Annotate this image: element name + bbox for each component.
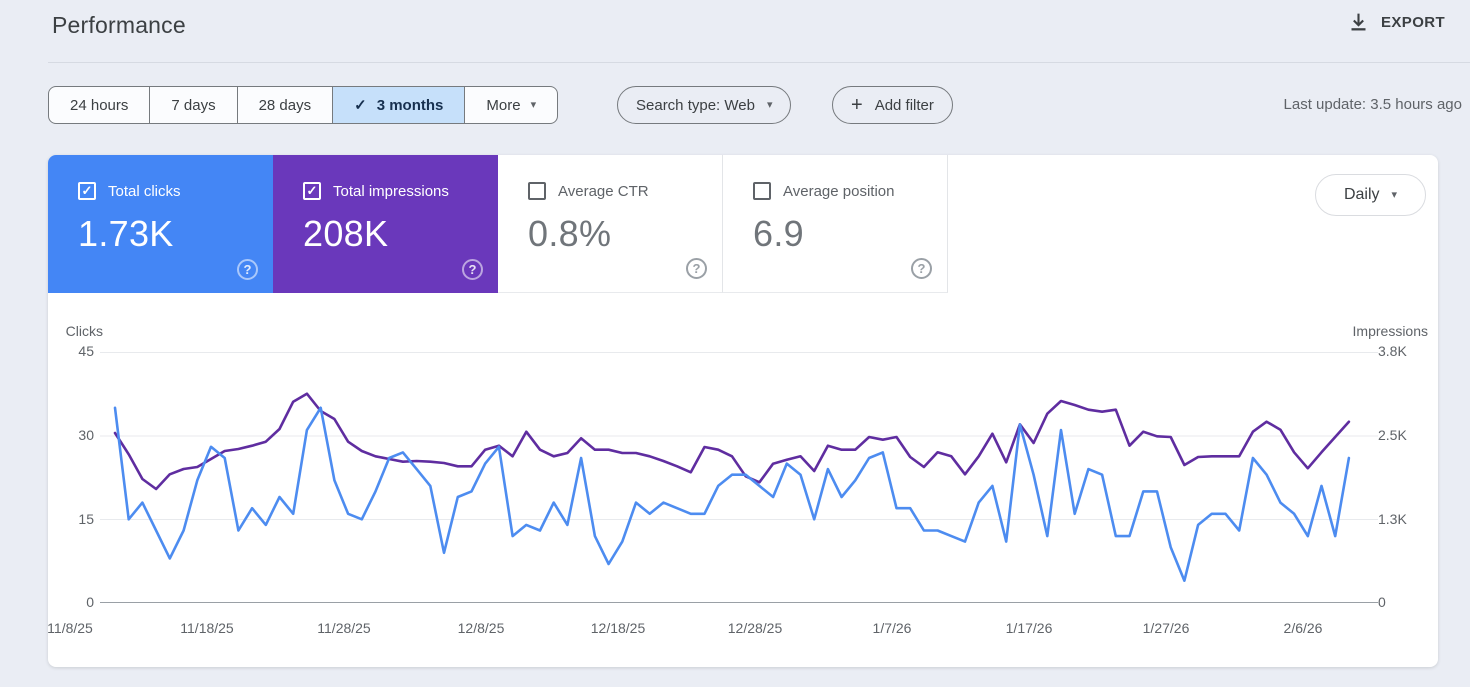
card-total-impressions[interactable]: ✓ Total impressions 208K ?	[273, 155, 498, 293]
x-axis-tick: 12/8/25	[457, 620, 505, 636]
performance-chart[interactable]	[100, 352, 1388, 603]
add-filter-button[interactable]: + Add filter	[832, 86, 953, 124]
left-axis-tick: 15	[78, 511, 94, 527]
right-axis-tick: 1.3K	[1378, 511, 1407, 527]
help-icon[interactable]: ?	[686, 258, 707, 279]
granularity-label: Daily	[1343, 186, 1380, 203]
performance-panel: ✓ Total clicks 1.73K ? ✓ Total impressio…	[47, 155, 1438, 667]
card-value: 6.9	[753, 213, 804, 254]
granularity-dropdown[interactable]: Daily ▾	[1315, 174, 1426, 216]
checkbox-total-clicks[interactable]: ✓	[78, 182, 96, 200]
add-filter-label: Add filter	[874, 96, 934, 114]
left-axis-title: Clicks	[65, 323, 103, 339]
range-label: 24 hours	[70, 96, 129, 114]
chevron-down-icon: ▾	[530, 98, 537, 111]
x-axis-tick: 12/18/25	[590, 620, 646, 636]
export-label: EXPORT	[1381, 14, 1446, 31]
card-value: 208K	[303, 213, 389, 254]
card-total-clicks[interactable]: ✓ Total clicks 1.73K ?	[48, 155, 273, 293]
card-label: Total clicks	[108, 182, 181, 200]
range-7-days[interactable]: 7 days	[149, 87, 236, 123]
header-divider	[48, 62, 1470, 63]
right-axis-tick: 0	[1378, 594, 1386, 610]
help-icon[interactable]: ?	[462, 259, 483, 280]
x-axis-tick: 11/28/25	[317, 620, 371, 636]
left-axis-tick: 0	[86, 594, 94, 610]
checkbox-total-impressions[interactable]: ✓	[303, 182, 321, 200]
range-label: 28 days	[258, 96, 312, 114]
check-icon: ✓	[354, 97, 367, 114]
card-label: Total impressions	[333, 182, 449, 200]
range-more[interactable]: More ▾	[464, 87, 557, 123]
range-label: 7 days	[171, 96, 216, 114]
help-icon[interactable]: ?	[237, 259, 258, 280]
range-label: More	[486, 96, 521, 114]
x-axis-tick: 1/27/26	[1142, 620, 1190, 636]
range-24-hours[interactable]: 24 hours	[49, 87, 149, 123]
card-average-position[interactable]: ✓ Average position 6.9 ?	[723, 155, 948, 293]
x-axis-tick: 11/18/25	[180, 620, 234, 636]
range-label: 3 months	[376, 96, 444, 114]
card-value: 0.8%	[528, 213, 612, 254]
range-3-months[interactable]: ✓ 3 months	[332, 87, 465, 123]
date-range-group: 24 hours 7 days 28 days ✓ 3 months More …	[48, 86, 559, 124]
search-type-label: Search type: Web	[636, 96, 755, 114]
chevron-down-icon: ▾	[1391, 188, 1398, 201]
export-button[interactable]: EXPORT	[1348, 12, 1445, 33]
left-axis-tick: 30	[78, 427, 94, 443]
x-axis-tick: 12/28/25	[727, 620, 783, 636]
right-axis-tick: 2.5K	[1378, 427, 1407, 443]
search-type-dropdown[interactable]: Search type: Web ▾	[617, 86, 792, 124]
card-label: Average CTR	[558, 182, 649, 200]
x-axis-tick: 1/7/26	[872, 620, 912, 636]
x-axis-tick: 1/17/26	[1005, 620, 1053, 636]
right-axis-title: Impressions	[1352, 323, 1428, 339]
last-update-text: Last update: 3.5 hours ago	[1283, 96, 1462, 113]
card-average-ctr[interactable]: ✓ Average CTR 0.8% ?	[498, 155, 723, 293]
x-axis-tick: 11/8/25	[47, 620, 93, 636]
download-icon	[1348, 12, 1369, 33]
card-value: 1.73K	[78, 213, 174, 254]
checkbox-average-position[interactable]: ✓	[753, 182, 771, 200]
right-axis-tick: 3.8K	[1378, 343, 1407, 359]
left-axis-tick: 45	[78, 343, 94, 359]
card-label: Average position	[783, 182, 895, 200]
help-icon[interactable]: ?	[911, 258, 932, 279]
range-28-days[interactable]: 28 days	[236, 87, 333, 123]
clicks-line	[113, 406, 1351, 582]
plus-icon: +	[851, 94, 863, 116]
x-axis-tick: 2/6/26	[1283, 620, 1323, 636]
page-title: Performance	[52, 12, 186, 38]
checkbox-average-ctr[interactable]: ✓	[528, 182, 546, 200]
chevron-down-icon: ▾	[766, 98, 773, 111]
